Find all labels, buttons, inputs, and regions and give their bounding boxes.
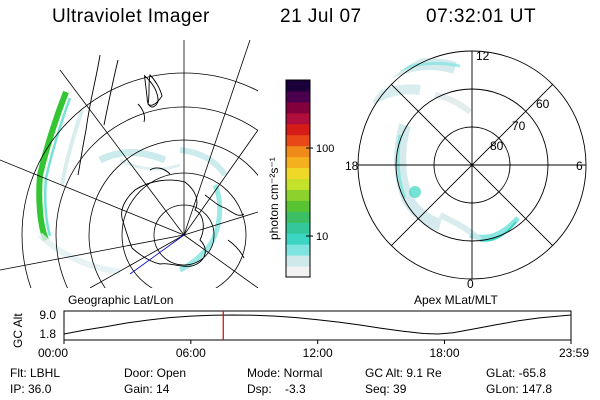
colorbar-segment: [286, 222, 310, 234]
altitude-xticks: 00:00 06:00 12:00 18:00 23:59: [38, 340, 589, 360]
status-ip: IP: 36.0: [10, 382, 52, 396]
mag-lat-60: 60: [536, 97, 550, 111]
colorbar-frame: [285, 79, 311, 278]
mag-panel: 80 70 60 12 18 6 0: [345, 49, 587, 291]
colorbar-segment: [286, 112, 310, 125]
altitude-series: [63, 311, 572, 340]
colorbar: [285, 79, 313, 278]
altitude-xtick-label: 00:00: [38, 346, 68, 360]
geo-panel: [0, 40, 258, 288]
mag-mlt-0: 0: [467, 277, 474, 291]
mag-mlt-6: 6: [576, 159, 583, 173]
colorbar-segment: [286, 189, 310, 201]
geo-grid: [0, 40, 258, 288]
colorbar-segment: [286, 167, 310, 179]
colorbar-segment: [286, 211, 310, 223]
altitude-ytick-label: 1.8: [39, 327, 56, 341]
colorbar-segment: [286, 80, 310, 92]
status-filter: Flt: LBHL: [10, 366, 61, 380]
colorbar-segment: [286, 244, 310, 256]
colorbar-segment: [286, 200, 310, 212]
mag-lat-70: 70: [512, 119, 526, 133]
status-mode: Mode: Normal: [247, 366, 323, 380]
time-label: 07:32:01 UT: [426, 6, 537, 27]
status-door: Door: Open: [124, 366, 187, 380]
colorbar-segment: [286, 123, 310, 136]
mag-mlt-18: 18: [345, 159, 359, 173]
colorbar-segment: [286, 255, 310, 267]
colorbar-segment: [286, 178, 310, 190]
altitude-plot-frame: [63, 310, 572, 341]
altitude-yticks: 9.01.8: [39, 308, 56, 341]
altitude-line: [63, 314, 572, 335]
status-seq: Seq: 39: [365, 382, 407, 396]
colorbar-segment: [286, 101, 310, 114]
status-glat: GLat: -65.8: [486, 366, 547, 380]
altitude-ytick-label: 9.0: [39, 308, 56, 322]
colorbar-segment: [286, 90, 310, 103]
colorbar-tick-10: 10: [316, 231, 328, 243]
status-dsp: Dsp: -3.3: [247, 382, 306, 396]
mag-grid: [357, 50, 587, 280]
instrument-title: Ultraviolet Imager: [52, 6, 210, 27]
colorbar-segment: [286, 134, 310, 147]
altitude-ylabel: GC Alt: [11, 313, 25, 348]
altitude-xtick-label: 18:00: [430, 346, 460, 360]
colorbar-unit-label: photon cm⁻²s⁻¹: [267, 157, 281, 240]
mag-lat-80: 80: [490, 139, 504, 153]
colorbar-segment: [286, 156, 310, 169]
altitude-xtick-label: 23:59: [559, 346, 589, 360]
mag-mlt-12: 12: [476, 49, 490, 63]
status-gain: Gain: 14: [124, 382, 170, 396]
colorbar-segment: [286, 233, 310, 245]
colorbar-tick-100: 100: [316, 143, 334, 155]
colorbar-segment: [286, 145, 310, 158]
colorbar-segment: [286, 266, 310, 278]
status-gc-alt: GC Alt: 9.1 Re: [365, 366, 442, 380]
geo-aurora: [36, 90, 228, 275]
status-glon: GLon: 147.8: [486, 382, 553, 396]
date-label: 21 Jul 07: [280, 6, 362, 27]
geo-sun-direction: [129, 234, 185, 275]
altitude-chart: 00:00 06:00 12:00 18:00 23:59 9.01.8 GC Alt: [11, 308, 589, 360]
altitude-xtick-label: 12:00: [303, 346, 333, 360]
geo-coastlines: [77, 54, 245, 267]
mag-panel-label: Apex MLat/MLT: [414, 293, 498, 307]
geo-panel-label: Geographic Lat/Lon: [68, 293, 173, 307]
altitude-xtick-label: 06:00: [176, 346, 206, 360]
